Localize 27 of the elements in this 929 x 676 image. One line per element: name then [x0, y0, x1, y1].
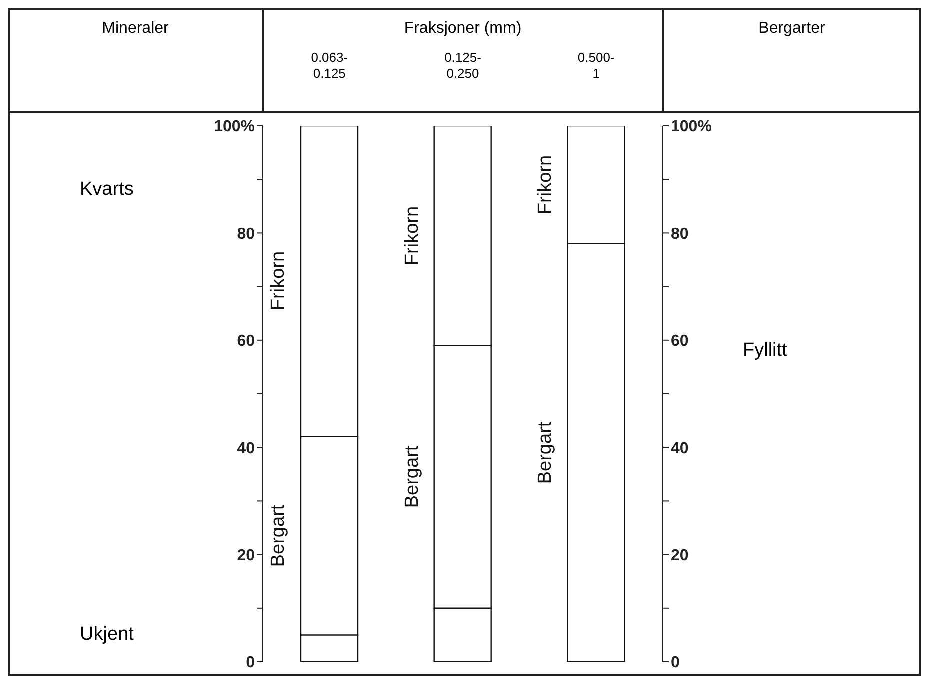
x-tick-label: 0.500-1: [576, 50, 616, 82]
text: Frikorn: [534, 154, 557, 217]
text: Bergart: [268, 504, 290, 568]
y2-tick-label: 100%: [671, 118, 712, 136]
y-tick-label: 20: [237, 547, 256, 564]
text: Ukjent: [80, 624, 134, 646]
y2-axis-title: Bergarter: [758, 20, 826, 38]
y2-tick-label: 80: [671, 226, 689, 243]
text: Frikorn: [402, 206, 422, 266]
y2-tick-label: 40: [671, 440, 689, 458]
y-tick-label: 40: [237, 440, 256, 458]
x-tick-label: 0.125-0.250: [444, 50, 482, 82]
y-tick-label: 80: [237, 226, 256, 243]
y2-tick-label: 0: [671, 654, 680, 672]
text: Bergart: [534, 420, 557, 486]
y2-tick-label: 20: [671, 547, 689, 564]
y-axis-title: Mineraler: [101, 20, 170, 38]
text: Bergart: [402, 446, 422, 508]
text: Kvarts: [80, 179, 134, 202]
y-tick-label: 60: [237, 333, 256, 350]
text: Fyllitt: [743, 340, 788, 362]
x-tick-label: 0.063-0.125: [310, 50, 350, 82]
y-tick-label: 0: [246, 654, 256, 672]
chart-title: Fraksjoner (mm): [403, 20, 523, 38]
y-tick-label: 100%: [214, 118, 255, 136]
text: Frikorn: [268, 252, 290, 311]
y2-tick-label: 60: [671, 333, 689, 350]
